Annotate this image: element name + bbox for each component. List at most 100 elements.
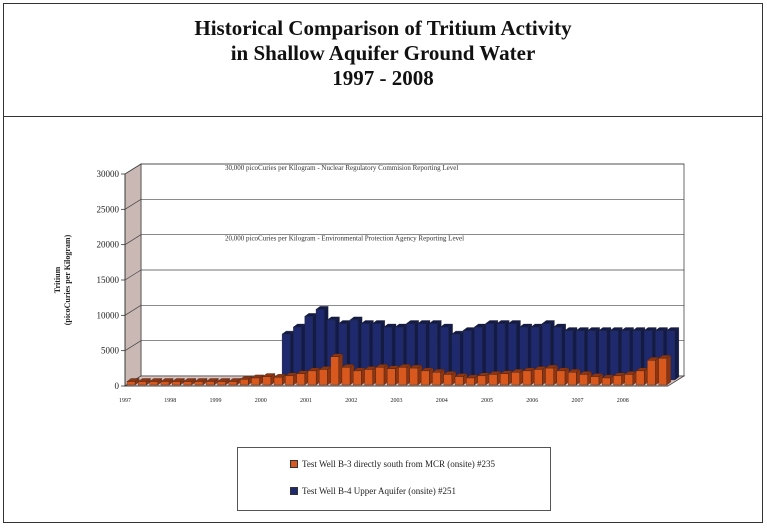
bar-b3-group [296,370,310,386]
bar-b3-group [465,374,479,386]
bar-b4 [474,326,483,381]
bar-b3 [194,381,204,386]
bar-b3-group [273,373,287,386]
gridline-side [124,199,142,210]
bar-b3 [409,367,419,386]
bar-b4-group [609,327,623,381]
legend-swatch-b4 [290,487,298,495]
y-tick-label: 25000 [97,204,120,214]
bar-b3-top [194,378,208,382]
bar-b4-top [360,320,374,324]
bar-b3-group [556,367,570,386]
chart-title-line-1: Historical Comparison of Tritium Activit… [194,16,572,40]
bar-b3-top [205,378,219,382]
bar-b4-top [654,327,668,331]
bar-b4-group [349,316,363,381]
bar-b4-group [428,320,442,381]
bar-b3-group [635,367,649,386]
bar-b3-group [443,371,457,386]
bar-b4-group [598,327,612,381]
bar-b3 [556,370,566,386]
bar-b3-top [522,367,536,372]
legend-entry-b4: Test Well B-4 Upper Aquifer (onsite) #25… [290,485,456,497]
bar-b4-top [485,320,499,324]
bar-b3 [228,381,238,386]
bar-b3-top [273,374,287,378]
bar-b3-group [250,374,265,386]
bar-b3-top [545,364,559,369]
y-tick-label: 10000 [97,310,120,320]
legend-label-b4: Test Well B-4 Upper Aquifer (onsite) #25… [302,486,456,496]
bar-b3 [364,369,373,386]
bar-b4-top [575,327,589,331]
bar-b3-top [533,366,547,370]
y-axis-label-line-1: Tritium [53,266,62,293]
bar-b4 [598,330,608,381]
bar-b3 [647,360,656,386]
bar-b3 [262,376,272,386]
bar-b3-top [646,357,660,361]
bar-b3-group [454,373,468,386]
bar-b4-group [553,323,567,381]
bar-b4-top [587,327,601,331]
bar-b4-side [674,327,679,381]
bar-b4-group [519,323,533,381]
bar-b3-top [386,365,400,369]
bar-b3-group [217,378,231,386]
bar-b3-group [612,372,627,386]
gridline-side [124,269,142,281]
bar-b4-top [315,306,329,310]
bar-b3-top [160,378,174,382]
bar-b3-side [666,354,671,386]
bar-b3-top [454,373,468,377]
bar-b3-top [171,378,185,382]
bar-b4 [462,330,472,381]
bar-b3-top [612,372,627,376]
bar-b4-group [451,330,465,381]
bar-b3-group [409,364,423,386]
bar-b3-group [398,364,412,386]
x-tick-label: 1998 [164,398,176,404]
bar-b3-group [171,378,185,386]
bar-b3-group [477,372,491,386]
bar-b3 [579,374,588,386]
bar-b3-group [318,366,332,386]
bar-b3 [149,381,158,386]
bar-b3-group [307,367,321,386]
bar-b3-group [341,364,355,386]
bar-b3-top [217,378,231,382]
bar-b3-top [250,374,265,379]
bar-b3-group [431,368,446,386]
bar-b3-top [431,369,446,373]
bar-b4-group [417,320,431,381]
reference-level-annotation: 20,000 picoCuries per Kilogram - Environ… [225,235,464,243]
bar-b3-group [499,370,513,386]
bar-b3-top [658,354,672,359]
bar-b3-top [364,366,378,370]
chart-title-line-3: 1997 - 2008 [332,66,434,90]
bar-b4-top [496,320,510,324]
bar-b3-group [545,364,559,386]
bar-b4-top [417,320,431,324]
x-tick-label: 2008 [617,398,629,404]
bar-b4-top [383,323,397,328]
bar-b3 [307,370,317,386]
bar-b3-group [533,366,547,386]
bar-b3-group [522,367,536,386]
bar-b3-top [149,378,163,382]
bar-b3 [658,357,667,386]
bar-b3 [251,377,260,386]
bar-b3-group [658,354,672,386]
bar-b3 [466,377,475,386]
bar-b3-top [601,374,615,379]
bar-b3 [330,356,339,386]
bar-b3 [488,374,498,386]
y-tick-label: 0 [115,381,120,391]
x-tick-label: 1999 [210,398,222,404]
bar-b3-top [499,370,513,374]
bar-b3-top [567,369,581,373]
bar-b3-top [352,367,366,372]
bar-b4-top [439,323,454,328]
bar-b3-top [511,369,525,373]
bar-b3-top [228,378,242,382]
